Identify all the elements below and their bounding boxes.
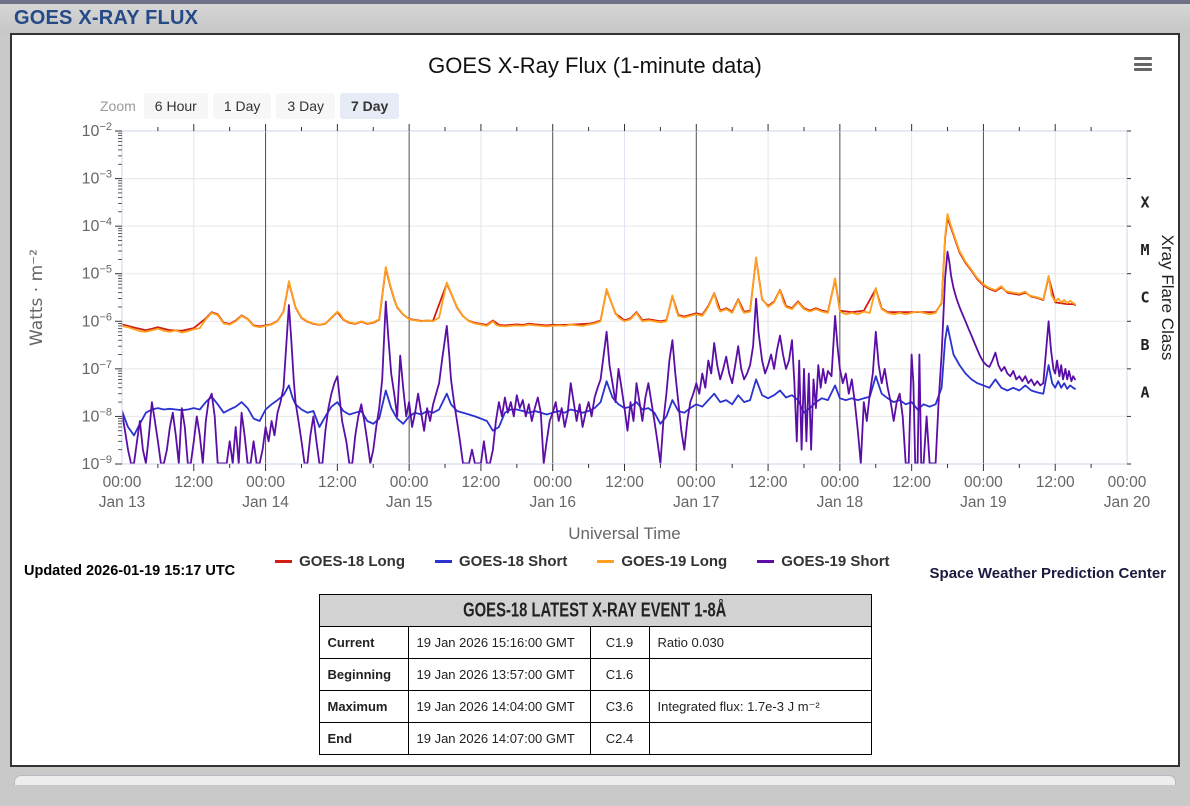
table-row: Beginning 19 Jan 2026 13:57:00 GMT C1.6 <box>318 658 872 691</box>
svg-text:12:00: 12:00 <box>605 474 644 491</box>
goes19-short-swatch-icon <box>757 560 775 563</box>
svg-text:10−4: 10−4 <box>82 216 112 235</box>
goes18-long-swatch-icon <box>275 560 293 563</box>
svg-text:12:00: 12:00 <box>462 474 501 491</box>
swpc-credit: Space Weather Prediction Center <box>929 565 1166 582</box>
svg-text:00:00: 00:00 <box>677 474 716 491</box>
xray-flux-panel: GOES X-Ray Flux (1-minute data) Zoom 6 H… <box>10 33 1180 767</box>
svg-text:M: M <box>1140 241 1149 259</box>
table-row: Maximum 19 Jan 2026 14:04:00 GMT C3.6 In… <box>318 690 872 723</box>
svg-text:00:00: 00:00 <box>533 474 572 491</box>
zoom-controls: Zoom 6 Hour 1 Day 3 Day 7 Day <box>100 93 1178 119</box>
svg-text:C: C <box>1140 289 1149 307</box>
svg-text:Jan 18: Jan 18 <box>817 494 864 511</box>
legend-item-goes19-long[interactable]: GOES-19 Long <box>597 553 727 570</box>
table-row: End 19 Jan 2026 14:07:00 GMT C2.4 <box>318 722 872 755</box>
chart-meta-row: Updated 2026-01-19 15:17 UTC GOES-18 Lon… <box>12 549 1178 582</box>
event-row-label: End <box>318 722 409 755</box>
svg-text:Jan 17: Jan 17 <box>673 494 720 511</box>
svg-text:12:00: 12:00 <box>174 474 213 491</box>
table-row: Current 19 Jan 2026 15:16:00 GMT C1.9 Ra… <box>318 626 872 659</box>
event-row-info <box>648 722 872 755</box>
event-table-header: GOES-18 LATEST X-RAY EVENT 1-8Å <box>318 594 872 627</box>
svg-text:10−7: 10−7 <box>82 359 112 378</box>
event-row-label: Maximum <box>318 690 409 723</box>
svg-text:00:00: 00:00 <box>390 474 429 491</box>
legend-item-goes18-short[interactable]: GOES-18 Short <box>434 553 567 570</box>
svg-text:00:00: 00:00 <box>246 474 285 491</box>
svg-text:A: A <box>1140 384 1149 402</box>
svg-text:12:00: 12:00 <box>749 474 788 491</box>
event-row-time: 19 Jan 2026 14:07:00 GMT <box>407 722 591 755</box>
svg-text:10−9: 10−9 <box>82 454 112 473</box>
zoom-button-6hour[interactable]: 6 Hour <box>143 93 208 119</box>
event-row-time: 19 Jan 2026 14:04:00 GMT <box>407 690 591 723</box>
svg-text:10−3: 10−3 <box>82 169 112 188</box>
svg-text:10−2: 10−2 <box>82 121 112 140</box>
xray-flux-chart[interactable]: 10−210−310−410−510−610−710−810−900:00Jan… <box>12 119 1178 549</box>
goes18-short-swatch-icon <box>434 560 452 563</box>
next-section-edge <box>14 775 1176 785</box>
svg-text:Universal Time: Universal Time <box>568 524 680 543</box>
series-goes-18-short <box>122 325 1076 437</box>
event-row-time: 19 Jan 2026 15:16:00 GMT <box>407 626 591 659</box>
svg-text:10−6: 10−6 <box>82 311 112 330</box>
svg-text:B: B <box>1140 336 1149 354</box>
chart-context-menu-icon[interactable] <box>1134 57 1152 71</box>
event-row-class: C2.4 <box>589 722 650 755</box>
svg-text:00:00: 00:00 <box>103 474 142 491</box>
svg-text:12:00: 12:00 <box>318 474 357 491</box>
legend-item-goes18-long[interactable]: GOES-18 Long <box>275 553 405 570</box>
svg-text:Jan 14: Jan 14 <box>242 494 289 511</box>
page-header: GOES X-RAY FLUX <box>0 4 1190 33</box>
svg-text:Jan 16: Jan 16 <box>529 494 576 511</box>
chart-title-row: GOES X-Ray Flux (1-minute data) <box>12 35 1178 85</box>
event-row-time: 19 Jan 2026 13:57:00 GMT <box>407 658 591 691</box>
zoom-button-7day[interactable]: 7 Day <box>339 93 400 119</box>
series-goes-19-long <box>122 213 1076 334</box>
svg-text:Jan 15: Jan 15 <box>386 494 433 511</box>
svg-text:Jan 13: Jan 13 <box>99 494 146 511</box>
svg-text:X: X <box>1140 193 1149 211</box>
page-title: GOES X-RAY FLUX <box>14 7 199 29</box>
event-row-label: Beginning <box>318 658 409 691</box>
svg-text:Jan 20: Jan 20 <box>1104 494 1151 511</box>
y-axis-title: Watts · m⁻² <box>27 249 47 346</box>
bottom-gap <box>0 767 1190 775</box>
event-row-info: Ratio 0.030 <box>648 626 872 659</box>
goes19-long-swatch-icon <box>597 560 615 563</box>
top-accent-bar <box>0 0 1190 4</box>
chart-title: GOES X-Ray Flux (1-minute data) <box>428 53 762 78</box>
event-row-class: C3.6 <box>589 690 650 723</box>
svg-text:12:00: 12:00 <box>892 474 931 491</box>
event-row-class: C1.6 <box>589 658 650 691</box>
svg-text:12:00: 12:00 <box>1036 474 1075 491</box>
event-row-info: Integrated flux: 1.7e-3 J m⁻² <box>648 690 872 723</box>
flare-class-axis-title: Xray Flare Class <box>1158 235 1177 361</box>
event-row-info <box>648 658 872 691</box>
svg-text:00:00: 00:00 <box>964 474 1003 491</box>
updated-timestamp: Updated 2026-01-19 15:17 UTC <box>24 563 236 579</box>
event-row-label: Current <box>318 626 409 659</box>
svg-text:10−5: 10−5 <box>82 264 112 283</box>
zoom-button-1day[interactable]: 1 Day <box>212 93 272 119</box>
zoom-label: Zoom <box>100 98 136 114</box>
svg-text:00:00: 00:00 <box>820 474 859 491</box>
event-row-class: C1.9 <box>589 626 650 659</box>
svg-text:Jan 19: Jan 19 <box>960 494 1007 511</box>
chart-legend: GOES-18 Long GOES-18 Short GOES-19 Long … <box>275 549 890 570</box>
zoom-button-3day[interactable]: 3 Day <box>276 93 335 119</box>
svg-text:00:00: 00:00 <box>1108 474 1147 491</box>
svg-text:10−8: 10−8 <box>82 406 112 425</box>
legend-item-goes19-short[interactable]: GOES-19 Short <box>757 553 890 570</box>
latest-xray-event-table: GOES-18 LATEST X-RAY EVENT 1-8Å Current … <box>318 594 872 755</box>
series-goes-19-short <box>122 250 1076 464</box>
